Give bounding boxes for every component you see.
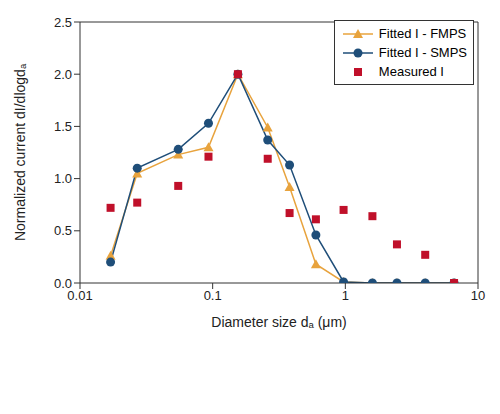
svg-text:1.0: 1.0 (54, 171, 72, 186)
svg-text:0.1: 0.1 (204, 288, 222, 303)
svg-text:0.0: 0.0 (54, 276, 72, 291)
svg-text:2.0: 2.0 (54, 67, 72, 82)
svg-text:1.5: 1.5 (54, 119, 72, 134)
svg-text:0.5: 0.5 (54, 223, 72, 238)
svg-text:Normalized current dI/dlogdₐ: Normalized current dI/dlogdₐ (12, 63, 28, 241)
html-text:Fitted I - SMPS: Fitted I - SMPS (378, 45, 467, 60)
html-text:Fitted I - FMPS: Fitted I - FMPS (378, 26, 467, 41)
svg-text:10: 10 (471, 288, 485, 303)
html-text:Measured I: Measured I (378, 64, 444, 79)
svg-text:2.5: 2.5 (54, 15, 72, 30)
svg-text:0.01: 0.01 (67, 288, 93, 304)
svg-text:1: 1 (342, 288, 349, 303)
svg-text:Diameter size dₐ (μm): Diameter size dₐ (μm) (211, 314, 346, 330)
